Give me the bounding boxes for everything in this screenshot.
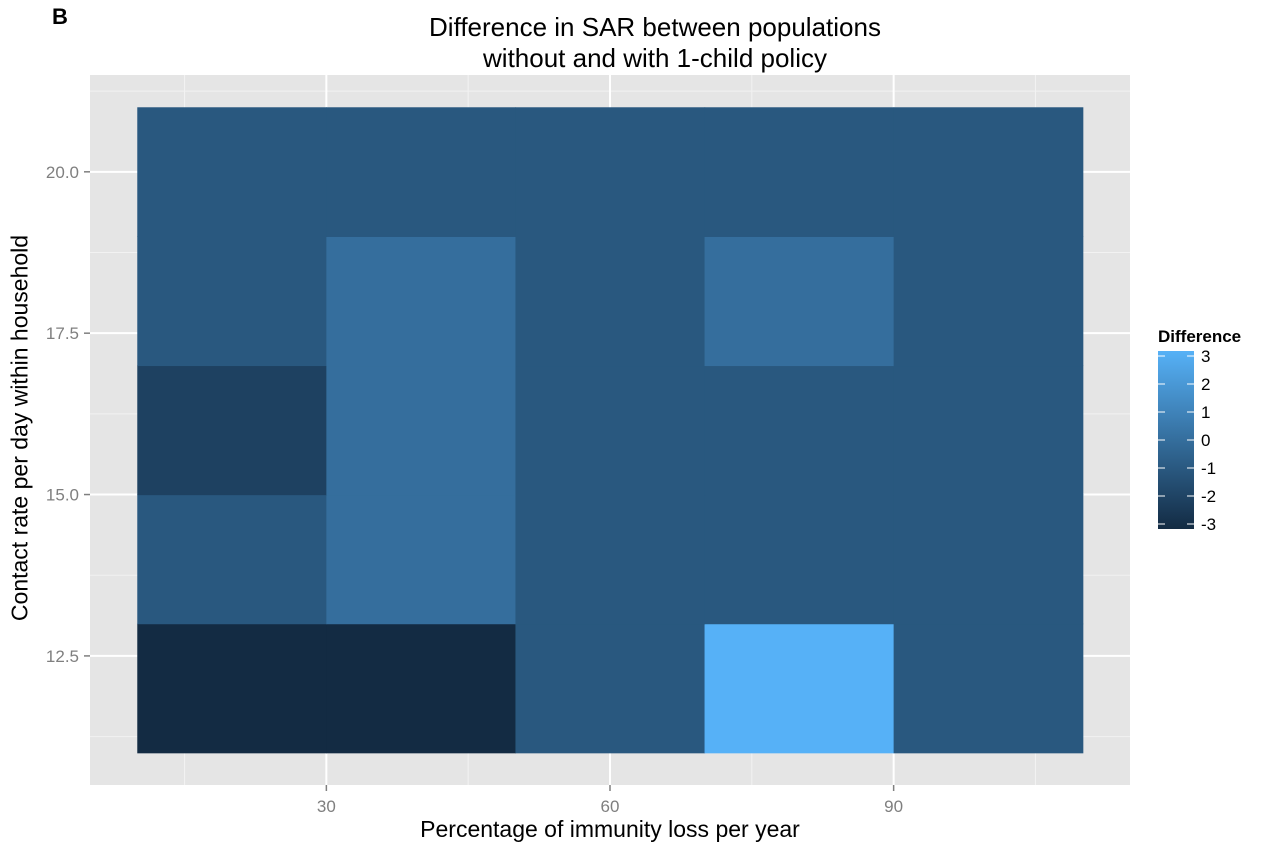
legend-label: -1 [1201, 459, 1216, 478]
legend-label: -2 [1201, 487, 1216, 506]
heatmap-cell [704, 623, 895, 754]
heatmap-cell [893, 365, 1084, 496]
heatmap-cell [326, 623, 517, 754]
heatmap-cell [326, 365, 517, 496]
heatmap-cell [515, 623, 706, 754]
heatmap-cell [515, 107, 706, 237]
y-tick-label: 15.0 [46, 486, 79, 505]
heatmap-cell [515, 494, 706, 625]
legend-label: 3 [1201, 347, 1210, 366]
heatmap-cell [704, 236, 895, 367]
legend-label: 2 [1201, 375, 1210, 394]
chart-title-line-2: without and with 1-child policy [483, 43, 827, 73]
heatmap-cell [515, 365, 706, 496]
legend: 3 2 1 0 -1 -2 -3 [1158, 347, 1216, 534]
y-tick-label: 17.5 [46, 324, 79, 343]
legend-label: 0 [1201, 431, 1210, 450]
heatmap-cell [893, 494, 1084, 625]
x-axis-label: Percentage of immunity loss per year [420, 816, 800, 842]
y-tick-label: 20.0 [46, 163, 79, 182]
x-tick-label: 60 [601, 797, 620, 816]
legend-label: -3 [1201, 515, 1216, 534]
heatmap-cell [137, 365, 327, 496]
heatmap-cell [326, 494, 517, 625]
heatmap-cell [704, 494, 895, 625]
y-axis-label: Contact rate per day within household [6, 234, 33, 622]
heatmap-cell [326, 107, 517, 237]
heatmap-cell [137, 236, 327, 367]
heatmap-cell [326, 236, 517, 367]
legend-label: 1 [1201, 403, 1210, 422]
legend-title: Difference [1158, 327, 1242, 346]
heatmap-cell [515, 236, 706, 367]
heatmap-cell [137, 107, 327, 237]
y-tick-label: 12.5 [46, 647, 79, 666]
heatmap-cells [137, 107, 1084, 754]
heatmap-cell [893, 107, 1084, 237]
heatmap-cell [137, 494, 327, 625]
x-tick-label: 30 [317, 797, 336, 816]
heatmap-cell [893, 236, 1084, 367]
heatmap-cell [137, 623, 327, 754]
x-tick-label: 90 [884, 797, 903, 816]
heatmap-cell [704, 107, 895, 237]
axes-layer: 30 60 90 12.5 15.0 17.5 20.0 [46, 163, 903, 816]
panel-label: B [52, 4, 68, 29]
heatmap-cell [704, 365, 895, 496]
chart-title-line-1: Difference in SAR between populations [429, 12, 881, 42]
heatmap-cell [893, 623, 1084, 754]
